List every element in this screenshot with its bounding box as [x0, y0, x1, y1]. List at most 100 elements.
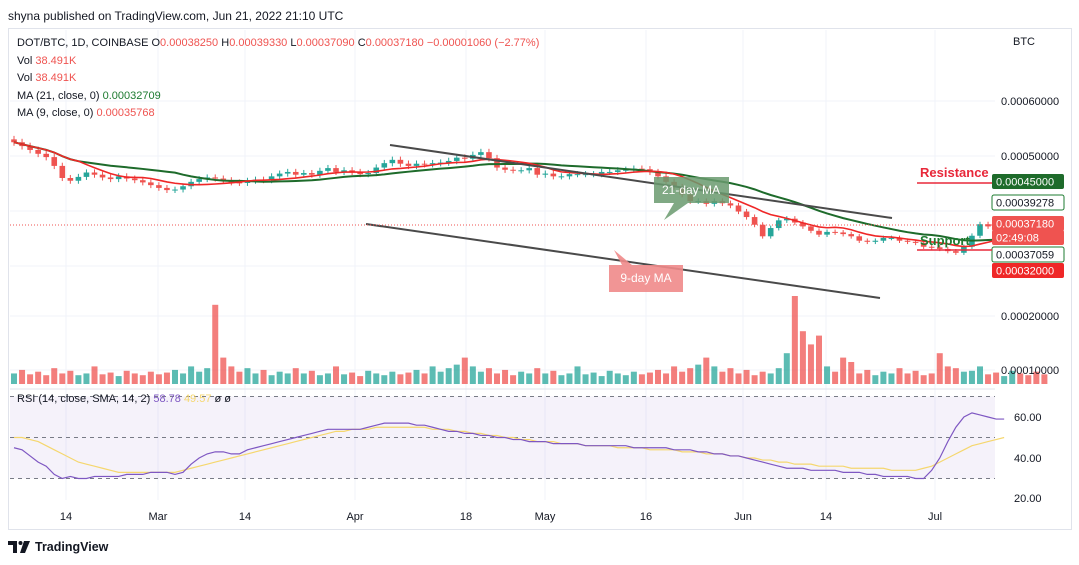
price-tag-high [991, 194, 1065, 211]
volume-bar [807, 344, 814, 384]
axes: 14 Mar 14 Apr 18 May 16 Jun 14 Jul 0.00060000 0.000… [60, 96, 1065, 523]
volume-bar [904, 373, 911, 384]
volume-bar [912, 370, 919, 384]
volume-bar [671, 366, 678, 384]
candle-body [107, 177, 114, 180]
candle-body [180, 186, 186, 190]
volume-bar [968, 370, 975, 384]
volume-bar [180, 373, 187, 384]
volume-bar [477, 371, 484, 384]
candle-body [896, 237, 903, 241]
candle-body [67, 178, 74, 181]
candle-body [953, 251, 959, 253]
ma21-line [13, 141, 1029, 242]
legend-ma9-value: 0.00035768 [96, 107, 155, 119]
candle-body [148, 182, 154, 186]
candle-body [494, 158, 500, 168]
legend: DOT/BTC, 1D, COINBASE O0.00038250 H0.000… [17, 35, 539, 123]
legend-vol-row-1: Vol 38.491K [17, 53, 539, 71]
rsi-legend-sma: 49.57 [183, 393, 212, 405]
footer-brand[interactable]: TradingView [8, 540, 108, 554]
candle-body [164, 187, 170, 191]
legend-close: 0.00037180 [365, 37, 424, 49]
candle-body [840, 232, 846, 235]
candle-body [27, 146, 33, 150]
volume-bar [566, 373, 573, 384]
volume-bar [824, 366, 831, 384]
volume-bar [614, 373, 621, 384]
legend-vol-row-2: Vol 38.491K [17, 70, 539, 88]
volume-bar [791, 296, 798, 384]
price-tag-label-countdown: 02:49:08 [996, 233, 1039, 245]
candle-body [623, 169, 629, 171]
candle-body [284, 171, 291, 174]
candle-body [236, 182, 243, 184]
candle-body [751, 217, 758, 225]
x-tick-label: Mar [149, 511, 168, 523]
candle-body [59, 165, 66, 178]
volume-bar [212, 304, 219, 384]
volume-bar [534, 368, 541, 384]
volume-bar [542, 373, 549, 384]
volume-bar [630, 371, 637, 384]
candle-body [542, 173, 549, 175]
rsi-pane [10, 396, 1005, 480]
rsi-legend-value: 58.78 [153, 393, 181, 405]
volume-bar [83, 373, 90, 384]
volume-bar [1009, 370, 1016, 384]
volume-bar [429, 366, 436, 384]
candle-body [115, 176, 122, 180]
candle-body [735, 205, 742, 212]
volume-bar [220, 357, 227, 384]
candle-body [172, 189, 178, 191]
volume-bar [204, 368, 211, 384]
volume-bar [526, 373, 533, 384]
candle-body [413, 163, 420, 166]
resistance-label: Resistance [920, 165, 989, 180]
volume-bar [767, 373, 774, 384]
candle-body [977, 224, 983, 236]
legend-symbol: DOT/BTC, 1D, COINBASE [17, 37, 149, 49]
candle-body [91, 172, 98, 175]
candle-body [381, 163, 388, 168]
volume-bar [960, 371, 967, 384]
candle-body [510, 169, 516, 171]
candle-body [655, 171, 661, 177]
legend-ma21-label: MA (21, close, 0) [17, 89, 100, 102]
x-tick-label: Jul [928, 511, 942, 523]
legend-ma21-value: 0.00032709 [102, 89, 161, 102]
candle-body [43, 153, 49, 158]
candle-body [220, 178, 227, 181]
volume-bar [260, 369, 267, 384]
volume-bar [655, 369, 661, 384]
legend-change: −0.00001060 (−2.77%) [426, 37, 540, 49]
volume-bar [840, 357, 847, 384]
rsi-legend-extra: ø ø [214, 393, 232, 405]
candle-body [872, 240, 879, 242]
chart-frame[interactable] [8, 28, 1072, 530]
volume-bar [582, 374, 589, 384]
currency-label: BTC [1013, 36, 1035, 48]
candle-body [582, 174, 589, 176]
volume-bar [300, 373, 307, 384]
volume-bar [952, 368, 959, 384]
x-tick-label: 14 [60, 511, 72, 523]
volume-bar [864, 369, 871, 384]
volume-bar [638, 374, 645, 384]
footer-brand-text: TradingView [35, 540, 109, 554]
candle-body [832, 231, 838, 233]
y-tick-label: 0.00010000 [1001, 365, 1059, 377]
rsi-line [13, 412, 1005, 480]
volume-bar [848, 362, 855, 384]
legend-o-label: O [151, 37, 161, 49]
volume-bar [1033, 371, 1040, 384]
x-tick-label: 14 [239, 511, 251, 523]
volume-bar [816, 335, 822, 384]
candle-body [99, 174, 106, 178]
volume-bar [775, 368, 782, 384]
volume-bar [703, 357, 710, 384]
candle-body [743, 211, 750, 218]
volume-bar [872, 375, 879, 384]
volume-bar [11, 373, 17, 384]
